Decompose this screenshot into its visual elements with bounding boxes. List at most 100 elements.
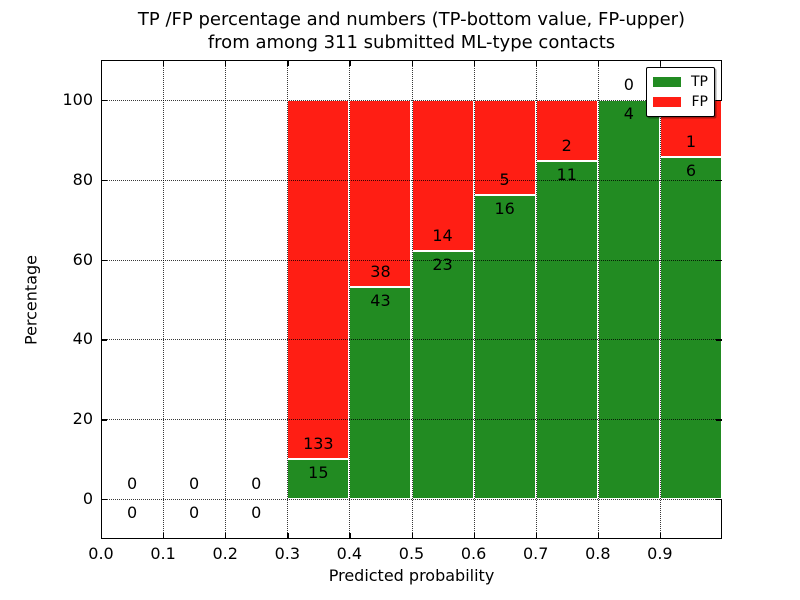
fp-count-label: 38 bbox=[370, 262, 391, 282]
x-tick-bottom bbox=[473, 533, 475, 539]
x-tick-top bbox=[101, 60, 103, 66]
gridline-vertical bbox=[349, 60, 351, 539]
y-tick-label: 20 bbox=[72, 409, 93, 429]
legend: TP FP bbox=[646, 67, 715, 117]
gridline-vertical bbox=[597, 60, 599, 539]
x-tick-bottom bbox=[287, 533, 289, 539]
x-tick-label: 0.4 bbox=[336, 544, 363, 563]
x-tick-top bbox=[597, 60, 600, 66]
fp-swatch-icon bbox=[653, 97, 681, 107]
y-tick-right bbox=[716, 99, 722, 102]
x-tick-bottom bbox=[225, 533, 227, 539]
gridline-vertical bbox=[411, 60, 413, 539]
tp-bar-segment bbox=[597, 99, 660, 500]
y-tick-right bbox=[716, 419, 722, 421]
y-tick-right bbox=[716, 339, 722, 341]
y-tick-left bbox=[101, 339, 107, 341]
tp-count-label: 23 bbox=[432, 254, 453, 274]
tp-count-label: 15 bbox=[308, 462, 329, 482]
y-tick-label: 100 bbox=[62, 89, 93, 109]
x-tick-top bbox=[225, 60, 227, 66]
x-tick-top bbox=[163, 60, 165, 66]
y-tick-right bbox=[716, 499, 722, 501]
y-tick-label: 0 bbox=[82, 489, 93, 509]
gridline-horizontal bbox=[101, 499, 722, 501]
y-tick-left bbox=[101, 259, 107, 261]
tp-swatch-icon bbox=[653, 77, 681, 87]
gridline-horizontal bbox=[101, 339, 722, 341]
chart-title-line1: TP /FP percentage and numbers (TP-bottom… bbox=[137, 9, 686, 30]
gridline-vertical bbox=[225, 60, 227, 539]
y-tick-left bbox=[101, 499, 107, 501]
tp-count-label: 0 bbox=[189, 503, 200, 523]
gridline-vertical bbox=[473, 60, 475, 539]
x-tick-bottom bbox=[659, 533, 662, 539]
gridline-vertical bbox=[659, 60, 661, 539]
gridline-horizontal bbox=[101, 99, 722, 101]
y-tick-left bbox=[101, 179, 107, 182]
y-tick-label: 60 bbox=[72, 249, 93, 269]
tp-bar-segment bbox=[535, 161, 598, 500]
gridline-horizontal bbox=[101, 259, 722, 261]
x-tick-bottom bbox=[101, 533, 103, 539]
fp-count-label: 5 bbox=[499, 169, 510, 189]
tp-bar-segment bbox=[473, 194, 536, 500]
x-tick-top bbox=[473, 60, 475, 66]
x-tick-bottom bbox=[597, 533, 600, 539]
gridline-vertical bbox=[535, 60, 537, 539]
gridline-horizontal bbox=[101, 179, 722, 181]
fp-count-label: 1 bbox=[685, 131, 697, 151]
y-tick-right bbox=[716, 179, 722, 182]
y-axis-label: Percentage bbox=[21, 254, 41, 346]
y-tick-label: 80 bbox=[72, 169, 93, 189]
y-tick-left bbox=[101, 99, 107, 102]
tp-bar-segment bbox=[349, 287, 412, 500]
y-tick-label: 40 bbox=[72, 329, 93, 349]
x-tick-label: 0.6 bbox=[460, 544, 487, 563]
x-tick-label: 0.0 bbox=[88, 544, 114, 563]
tp-bar-segment bbox=[659, 156, 722, 500]
tp-count-label: 4 bbox=[623, 103, 634, 123]
chart-title-line2: from among 311 submitted ML-type contact… bbox=[207, 32, 616, 53]
x-tick-top bbox=[287, 60, 289, 66]
x-tick-label: 0.7 bbox=[522, 544, 549, 563]
x-tick-top bbox=[659, 60, 662, 66]
legend-label: FP bbox=[691, 94, 709, 110]
gridline-horizontal bbox=[101, 419, 722, 421]
fp-count-label: 2 bbox=[561, 136, 572, 156]
x-tick-label: 0.5 bbox=[398, 544, 425, 563]
tp-count-label: 43 bbox=[370, 291, 391, 311]
tp-count-label: 16 bbox=[494, 198, 515, 218]
fp-count-label: 14 bbox=[432, 225, 453, 245]
x-tick-top bbox=[349, 60, 351, 66]
x-axis-label: Predicted probability bbox=[328, 566, 495, 585]
x-tick-top bbox=[535, 60, 537, 66]
x-tick-bottom bbox=[535, 533, 537, 539]
x-tick-top bbox=[411, 60, 413, 66]
x-tick-label: 0.2 bbox=[212, 544, 238, 563]
x-tick-bottom bbox=[163, 533, 165, 539]
gridline-vertical bbox=[163, 60, 165, 539]
tp-bar-segment bbox=[411, 250, 474, 500]
y-tick-left bbox=[101, 419, 107, 421]
gridline-vertical bbox=[287, 60, 289, 539]
fp-count-label: 0 bbox=[189, 474, 200, 494]
x-tick-bottom bbox=[411, 533, 413, 539]
x-tick-label: 0.9 bbox=[647, 544, 673, 563]
chart-title: TP /FP percentage and numbers (TP-bottom… bbox=[101, 8, 722, 54]
tp-count-label: 11 bbox=[556, 165, 577, 185]
tp-bar-segment bbox=[287, 458, 350, 500]
tp-count-label: 0 bbox=[126, 503, 138, 523]
fp-count-label: 0 bbox=[623, 74, 634, 94]
fp-count-label: 133 bbox=[303, 433, 334, 453]
x-tick-bottom bbox=[349, 533, 351, 539]
x-tick-label: 0.1 bbox=[150, 544, 176, 563]
fp-bar-segment bbox=[535, 99, 598, 162]
legend-item-tp: TP bbox=[653, 74, 708, 90]
legend-item-fp: FP bbox=[653, 94, 708, 110]
legend-label: TP bbox=[691, 74, 708, 90]
tp-count-label: 6 bbox=[685, 160, 697, 180]
fp-count-label: 0 bbox=[251, 474, 262, 494]
tp-count-label: 0 bbox=[251, 503, 262, 523]
